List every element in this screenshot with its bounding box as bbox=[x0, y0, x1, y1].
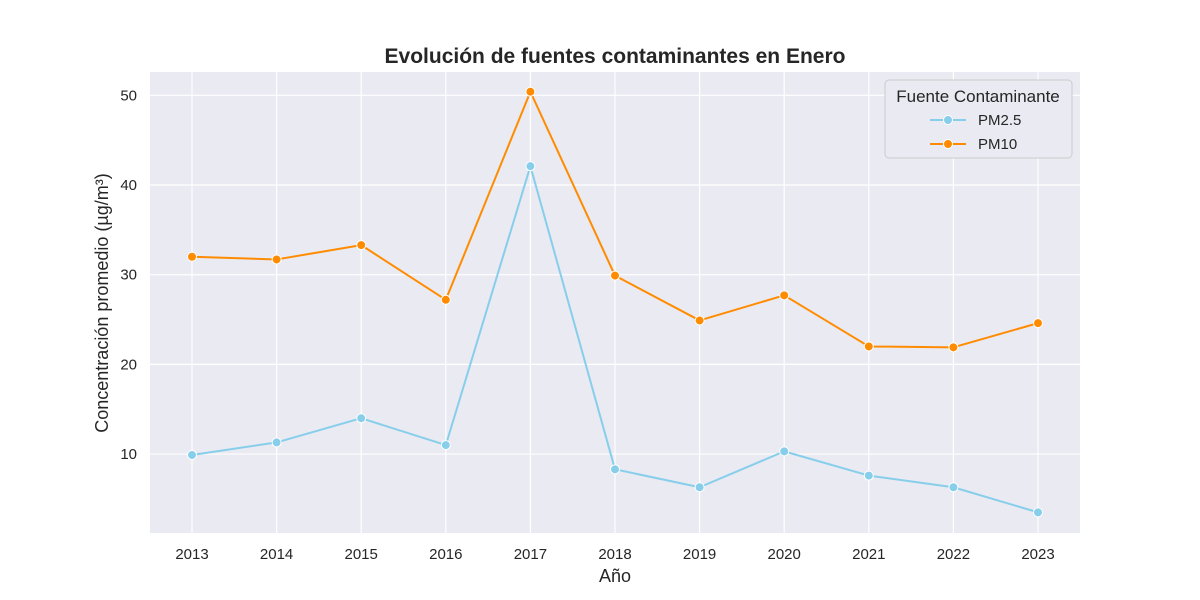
y-tick-label: 50 bbox=[120, 87, 137, 104]
x-tick-label: 2020 bbox=[768, 546, 801, 563]
y-tick-label: 30 bbox=[120, 267, 137, 284]
data-point-pm25 bbox=[525, 161, 536, 172]
chart-title: Evolución de fuentes contaminantes en En… bbox=[385, 45, 846, 68]
x-tick-label: 2017 bbox=[514, 546, 547, 563]
data-point-pm10 bbox=[694, 315, 705, 326]
x-tick-label: 2023 bbox=[1021, 546, 1054, 563]
x-tick-label: 2016 bbox=[429, 546, 462, 563]
y-tick-label: 40 bbox=[120, 177, 137, 194]
data-point-pm10 bbox=[440, 294, 451, 305]
x-tick-label: 2013 bbox=[175, 546, 208, 563]
data-point-pm10 bbox=[271, 254, 282, 265]
y-axis-label: Concentración promedio (µg/m³) bbox=[92, 173, 112, 432]
series-layer bbox=[187, 86, 1043, 518]
data-point-pm10 bbox=[779, 290, 790, 301]
data-point-pm25 bbox=[610, 464, 620, 475]
data-point-pm10 bbox=[187, 251, 197, 262]
legend-items: PM2.5 PM10 bbox=[930, 112, 1021, 153]
data-point-pm10 bbox=[1033, 318, 1043, 329]
data-point-pm25 bbox=[271, 437, 282, 448]
y-tick-label: 10 bbox=[120, 446, 137, 463]
legend-label: PM10 bbox=[978, 136, 1017, 153]
data-point-pm25 bbox=[694, 482, 705, 493]
data-point-pm25 bbox=[948, 482, 959, 493]
x-tick-label: 2014 bbox=[260, 546, 293, 563]
x-tick-label: 2019 bbox=[683, 546, 716, 563]
x-tick-label: 2021 bbox=[852, 546, 885, 563]
x-tick-label: 2015 bbox=[345, 546, 378, 563]
data-point-pm25 bbox=[863, 470, 874, 481]
legend: Fuente Contaminante PM2.5 PM10 bbox=[884, 79, 1073, 159]
legend-label: PM2.5 bbox=[978, 112, 1021, 129]
data-point-pm25 bbox=[356, 413, 367, 424]
data-point-pm10 bbox=[948, 342, 959, 353]
data-point-pm10 bbox=[356, 240, 367, 251]
tick-labels: 2013 2014 2015 2016 2017 2018 2019 2020 2021 2022… bbox=[120, 87, 1054, 563]
legend-marker bbox=[943, 139, 953, 149]
data-point-pm25 bbox=[440, 440, 451, 451]
data-point-pm25 bbox=[779, 446, 790, 457]
data-point-pm10 bbox=[863, 341, 874, 352]
data-point-pm25 bbox=[1033, 507, 1043, 518]
series-pm25 bbox=[187, 161, 1043, 518]
y-tick-label: 20 bbox=[120, 356, 137, 373]
x-tick-label: 2022 bbox=[937, 546, 970, 563]
legend-box bbox=[884, 79, 1073, 159]
legend-item-pm25: PM2.5 bbox=[930, 112, 1021, 129]
data-point-pm25 bbox=[187, 449, 197, 460]
legend-item-pm10: PM10 bbox=[930, 136, 1017, 153]
data-point-pm10 bbox=[610, 270, 620, 281]
x-tick-label: 2018 bbox=[598, 546, 631, 563]
legend-marker bbox=[943, 115, 953, 125]
series-pm10 bbox=[187, 86, 1043, 353]
x-axis-label: Año bbox=[599, 566, 631, 586]
data-point-pm10 bbox=[525, 86, 536, 97]
legend-title: Fuente Contaminante bbox=[896, 87, 1060, 106]
